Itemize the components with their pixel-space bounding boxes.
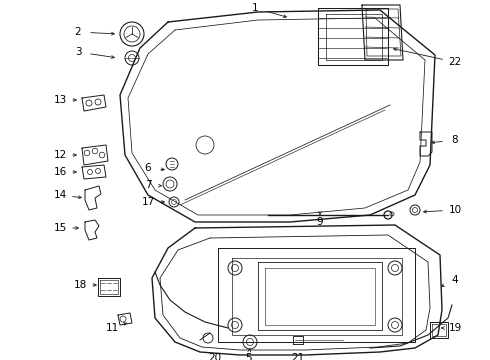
Text: 9: 9 [317, 217, 323, 227]
Text: 8: 8 [452, 135, 458, 145]
Text: 12: 12 [53, 150, 67, 160]
Text: 18: 18 [74, 280, 87, 290]
Text: 17: 17 [142, 197, 155, 207]
Text: 5: 5 [245, 353, 251, 360]
Text: 1: 1 [252, 3, 258, 13]
Text: 19: 19 [448, 323, 462, 333]
Text: 13: 13 [53, 95, 67, 105]
Text: 4: 4 [452, 275, 458, 285]
Text: 14: 14 [53, 190, 67, 200]
Text: 2: 2 [74, 27, 81, 37]
Text: 6: 6 [145, 163, 151, 173]
Text: 21: 21 [292, 353, 305, 360]
Text: 10: 10 [448, 205, 462, 215]
Text: 3: 3 [74, 47, 81, 57]
Text: 20: 20 [208, 353, 221, 360]
Text: 15: 15 [53, 223, 67, 233]
Text: 16: 16 [53, 167, 67, 177]
Text: 22: 22 [448, 57, 462, 67]
Text: 11: 11 [105, 323, 119, 333]
Text: 7: 7 [145, 180, 151, 190]
